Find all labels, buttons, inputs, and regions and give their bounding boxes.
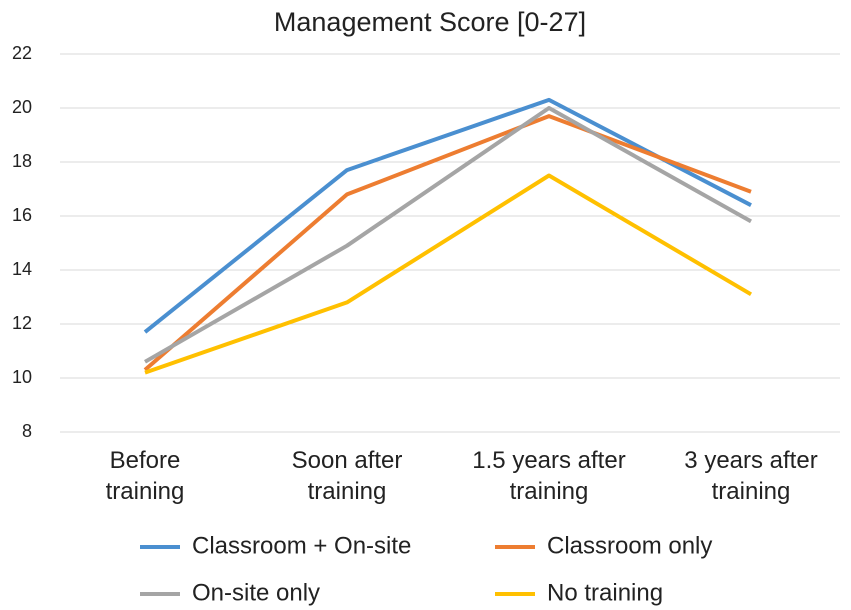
x-tick-label: Soon after training: [291, 447, 403, 505]
legend-label: Classroom only: [547, 532, 712, 559]
y-tick-label: 16: [12, 205, 32, 225]
y-tick-label: 22: [12, 43, 32, 63]
chart-title: Management Score [0-27]: [274, 7, 586, 37]
legend-label: On-site only: [192, 579, 320, 606]
x-tick-label: 3 years after training: [684, 447, 818, 505]
series-line: [144, 106, 752, 364]
y-tick-label: 12: [12, 313, 32, 333]
x-tick-label: 1.5 years after training: [472, 447, 626, 505]
x-tick-label: Before training: [105, 447, 185, 505]
y-tick-label: 10: [12, 367, 32, 387]
y-tick-label: 8: [22, 421, 32, 441]
y-tick-label: 20: [12, 97, 32, 117]
legend-label: Classroom + On-site: [192, 532, 411, 559]
series-line: [144, 173, 753, 375]
y-tick-label: 18: [12, 151, 32, 171]
series-line: [143, 114, 752, 372]
y-tick-label: 14: [12, 259, 32, 279]
legend-label: No training: [547, 579, 663, 606]
